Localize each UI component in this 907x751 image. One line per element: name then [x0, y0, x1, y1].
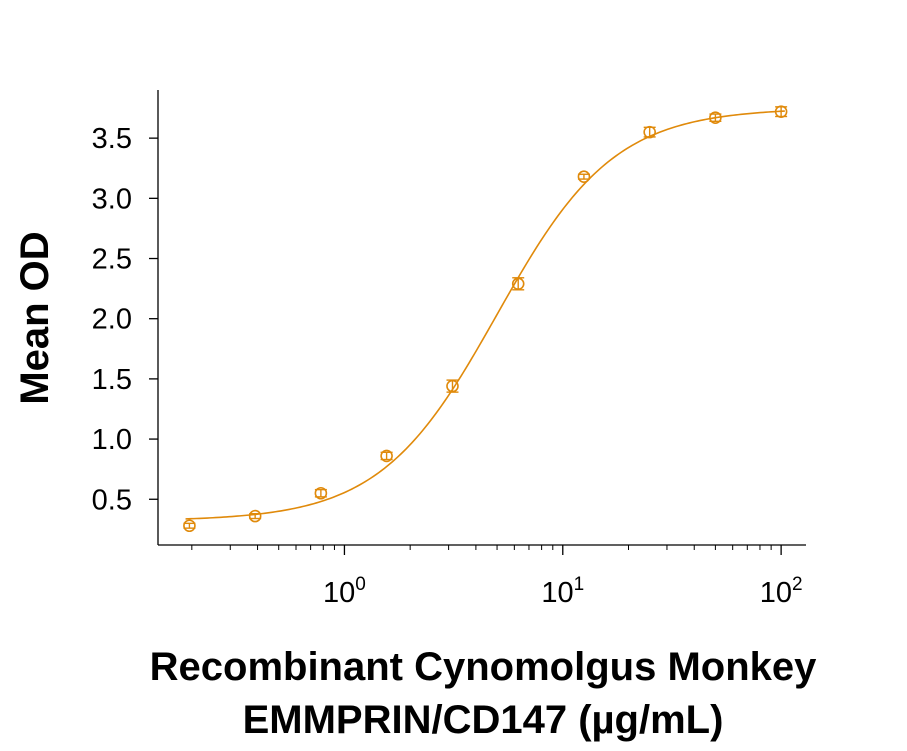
data-point — [577, 170, 591, 183]
y-tick-label: 3.0 — [92, 183, 132, 215]
data-point — [248, 509, 262, 523]
data-point — [511, 277, 525, 291]
y-tick-label: 0.5 — [92, 484, 132, 516]
y-axis-title: Mean OD — [13, 231, 57, 404]
data-point — [774, 105, 788, 118]
data-point — [446, 379, 459, 393]
y-tick-label: 2.0 — [92, 304, 132, 336]
x-tick-label: 101 — [541, 574, 584, 609]
x-tick-label: 100 — [323, 574, 366, 609]
y-tick-label: 2.5 — [92, 244, 132, 276]
axes — [149, 90, 806, 555]
point-marker — [511, 277, 525, 291]
point-marker — [380, 449, 393, 463]
data-points-layer — [183, 105, 788, 533]
data-point — [643, 125, 656, 139]
x-axis-title-line-1: Recombinant Cynomolgus Monkey — [150, 645, 817, 689]
point-marker — [314, 486, 328, 500]
fit-curve-layer — [185, 110, 785, 520]
point-marker — [248, 509, 262, 523]
x-axis-title-line-2: EMMPRIN/CD147 (µg/mL) — [243, 698, 724, 742]
x-tick-label: 102 — [760, 574, 803, 609]
point-marker — [774, 105, 788, 118]
y-tick-label: 1.0 — [92, 424, 132, 456]
point-marker — [446, 379, 459, 393]
data-point — [314, 486, 328, 500]
point-marker — [183, 519, 196, 533]
y-tick-label: 3.5 — [92, 123, 132, 155]
point-marker — [643, 125, 656, 139]
data-point — [709, 111, 722, 124]
fit-curve — [185, 110, 785, 520]
tick-labels-layer: 0.5 1.0 1.5 2.0 2.5 3.0 3.5 100 101 102 — [92, 123, 803, 609]
point-marker — [577, 170, 591, 183]
data-point — [380, 449, 393, 463]
data-point — [183, 519, 196, 533]
y-tick-label: 1.5 — [92, 364, 132, 396]
point-marker — [709, 111, 722, 124]
